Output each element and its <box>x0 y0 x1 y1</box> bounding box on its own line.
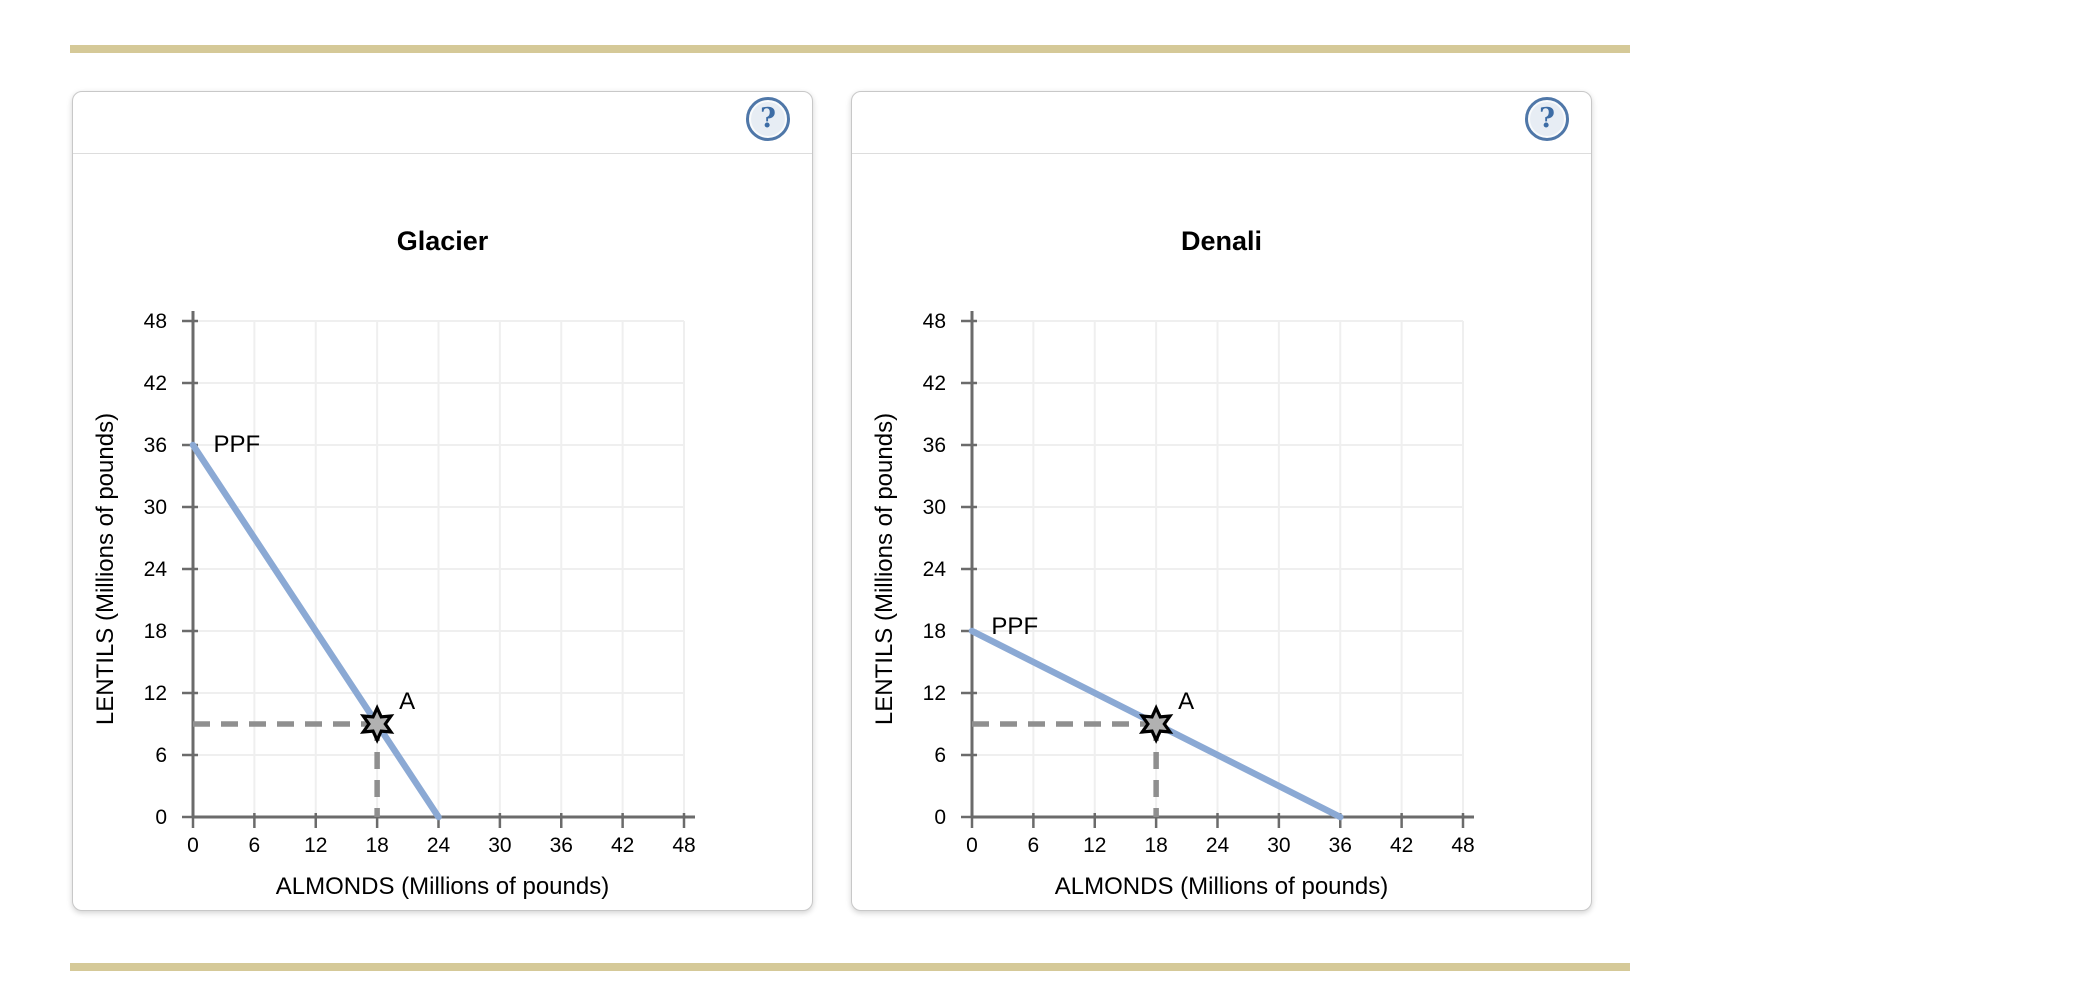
x-tick-label: 18 <box>365 834 388 857</box>
y-tick-label: 36 <box>144 434 167 457</box>
glacier-panel-header: ? <box>73 92 812 154</box>
x-tick-label: 30 <box>1267 834 1290 857</box>
glacier-chart-area: Glacier 0 6 12 18 24 30 36 42 48 0 6 12 18 24 30 36 42 48… <box>73 154 812 910</box>
top-accent-bar <box>70 45 1630 53</box>
y-tick-label: 48 <box>923 310 946 333</box>
y-tick-label: 30 <box>144 496 167 519</box>
chart-title: Glacier <box>396 226 489 256</box>
x-tick-label: 6 <box>249 834 261 857</box>
y-tick-label: 0 <box>155 806 167 829</box>
help-button[interactable]: ? <box>1525 97 1569 141</box>
y-tick-label: 48 <box>144 310 167 333</box>
y-tick-label: 36 <box>923 434 946 457</box>
x-tick-label: 12 <box>304 834 327 857</box>
denali-ppf-chart[interactable]: 0 6 12 18 24 30 36 42 48 0 6 12 18 24 30 36 42 48 PPF A <box>852 154 1591 910</box>
y-tick-label: 30 <box>923 496 946 519</box>
question-mark-icon: ? <box>1539 102 1555 134</box>
y-axis-title: LENTILS (Millions of pounds) <box>92 412 119 726</box>
y-tick-label: 0 <box>934 806 946 829</box>
x-tick-label: 24 <box>1206 834 1230 857</box>
y-tick-label: 6 <box>934 744 946 767</box>
x-tick-label: 12 <box>1083 834 1106 857</box>
bottom-accent-bar <box>70 963 1630 971</box>
y-tick-label: 24 <box>144 558 168 581</box>
x-tick-label: 30 <box>488 834 511 857</box>
x-tick-label: 36 <box>1329 834 1352 857</box>
glacier-panel: ? Glacier 0 6 12 18 24 30 36 42 48 0 6 12 18 24 30 36 42… <box>72 91 813 911</box>
y-tick-label: 42 <box>923 372 946 395</box>
x-tick-label: 48 <box>1451 834 1474 857</box>
x-tick-label: 18 <box>1144 834 1167 857</box>
x-axis-title: ALMONDS (Millions of pounds) <box>275 873 610 900</box>
x-tick-label: 24 <box>427 834 451 857</box>
denali-panel-header: ? <box>852 92 1591 154</box>
point-A-label: A <box>1178 688 1194 715</box>
y-tick-label: 12 <box>923 682 946 705</box>
y-tick-label: 24 <box>923 558 947 581</box>
x-tick-label: 42 <box>1390 834 1413 857</box>
ppf-label: PPF <box>213 431 260 458</box>
x-tick-label: 0 <box>966 834 978 857</box>
y-tick-label: 6 <box>155 744 167 767</box>
y-axis-title: LENTILS (Millions of pounds) <box>871 412 898 726</box>
y-tick-label: 18 <box>923 620 946 643</box>
y-tick-label: 18 <box>144 620 167 643</box>
point-A-label: A <box>399 688 415 715</box>
glacier-ppf-chart[interactable]: 0 6 12 18 24 30 36 42 48 0 6 12 18 24 30 36 42 48 PPF A <box>73 154 812 910</box>
ppf-label: PPF <box>991 613 1038 640</box>
point-A-marker[interactable] <box>1138 704 1174 744</box>
denali-panel: ? Denali 0 6 12 18 24 30 36 42 48 0 6 12 18 24 30 36 42 4… <box>851 91 1592 911</box>
x-tick-label: 6 <box>1028 834 1040 857</box>
chart-title: Denali <box>1180 226 1263 256</box>
y-tick-label: 12 <box>144 682 167 705</box>
question-mark-icon: ? <box>760 102 776 134</box>
x-tick-label: 42 <box>611 834 634 857</box>
x-tick-label: 36 <box>550 834 573 857</box>
x-tick-label: 48 <box>672 834 695 857</box>
x-tick-label: 0 <box>187 834 199 857</box>
help-button[interactable]: ? <box>746 97 790 141</box>
x-axis-title: ALMONDS (Millions of pounds) <box>1054 873 1389 900</box>
point-A-marker[interactable] <box>359 704 395 744</box>
y-tick-label: 42 <box>144 372 167 395</box>
ppf-line <box>189 441 442 821</box>
denali-chart-area: Denali 0 6 12 18 24 30 36 42 48 0 6 12 18 24 30 36 42 48 P… <box>852 154 1591 910</box>
